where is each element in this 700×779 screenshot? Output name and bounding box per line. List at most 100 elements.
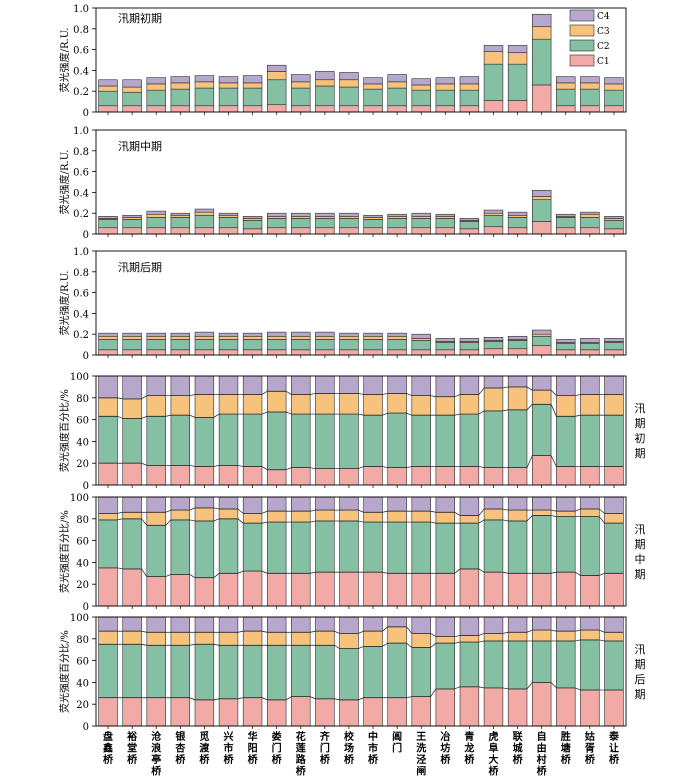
y-axis-label: 荧光强度百分比/% [58,630,71,713]
bar-c4 [315,375,335,394]
bar-c4 [218,375,239,395]
bar-c3 [604,83,624,91]
bar-c1 [604,466,624,486]
bar-c1 [170,349,191,356]
bar-c4 [266,375,287,392]
bar-c4 [411,616,431,634]
bar-c2 [315,413,335,469]
bar-c3 [339,509,359,522]
bar-c1 [531,345,552,356]
bar-c4 [194,375,215,395]
bar-c4 [98,616,118,632]
bar-c2 [531,38,552,86]
bar-c3 [531,389,552,405]
bar-c4 [122,616,142,632]
bar-c4 [363,214,383,218]
bar-c2 [387,87,407,107]
bar-c1 [507,688,528,727]
bar-c3 [387,335,407,340]
side-label-char: 汛 [635,643,646,656]
bar-c2 [291,87,311,107]
bar-c4 [459,218,480,221]
bar-c2 [459,641,480,688]
x-tick-label-char: 沧 [151,730,161,743]
bar-c4 [531,616,552,631]
bar-c2 [291,645,311,697]
bar-c4 [339,496,359,511]
bar-c4 [459,616,480,636]
bar-c1 [146,465,166,486]
bar-c4 [531,190,552,197]
bar-c4 [242,332,263,337]
bar-c1 [459,686,480,727]
bar-c2 [556,516,576,573]
x-tick-label-char: 闸 [416,765,426,778]
bar-c4 [170,375,191,396]
bar-c2 [556,416,576,467]
x-tick-label-char: 堂 [127,742,137,755]
x-tick-label-char: 桥 [609,753,620,766]
bar-c4 [146,77,166,85]
bar-c1 [146,697,166,727]
bar-c1 [483,100,504,113]
bar-c2 [242,522,263,572]
side-label-char: 期 [635,538,646,551]
bar-c2 [194,339,215,351]
bar-c1 [266,104,287,113]
bar-c1 [531,572,552,607]
bar-c2 [411,647,431,697]
bar-c3 [411,84,431,91]
bar-c2 [556,640,576,689]
bar-c1 [122,349,142,356]
y-tick-label: 80 [76,635,89,646]
bar-c1 [580,466,600,486]
bar-c2 [507,340,528,350]
bar-c2 [435,89,456,107]
y-tick-label: 0.6 [73,46,89,57]
bar-c3 [315,509,335,522]
bar-c1 [483,226,504,235]
bar-c2 [387,642,407,698]
bar-c3 [363,394,383,416]
bar-c3 [146,213,166,218]
bar-c3 [98,335,118,340]
y-tick-label: 0.8 [73,147,89,158]
bar-c2 [98,219,118,229]
bar-c1 [218,572,239,607]
bar-c1 [459,568,480,607]
bar-c1 [339,227,359,235]
bar-c4 [98,79,118,87]
bar-c1 [556,349,576,356]
bar-c3 [194,211,215,216]
bar-c3 [411,338,431,341]
bar-c4 [411,78,431,86]
side-label-char: 后 [635,673,646,686]
bar-c3 [507,52,528,65]
bar-c3 [339,79,359,88]
bar-c1 [411,105,431,113]
bar-c1 [315,227,335,235]
y-tick-label: 100 [70,493,89,504]
bar-c2 [604,414,624,467]
x-tick-label-char: 桥 [489,765,500,778]
bar-c4 [315,331,335,337]
bar-c2 [580,343,600,351]
bar-c1 [170,227,191,235]
bar-c3 [315,335,335,340]
y-tick-label: 0 [83,602,89,613]
bar-c3 [531,26,552,40]
bar-c1 [604,572,624,607]
bar-c2 [291,413,311,468]
x-tick-label-char: 市 [224,742,234,755]
bar-c3 [291,510,311,523]
side-label-char: 期 [635,568,646,581]
x-tick-label-char: 胥 [585,743,595,755]
bar-c3 [266,216,287,219]
bar-c2 [507,640,528,690]
x-tick-label-char: 市 [368,742,378,755]
bar-c3 [556,395,576,417]
bar-c1 [580,349,600,356]
bar-c3 [411,216,431,219]
y-axis-label: 荧光强度/R.U. [58,271,71,336]
panel-5: 0 20 40 60 80 100 荧光强度百分比/% 汛期中期 [58,493,646,613]
